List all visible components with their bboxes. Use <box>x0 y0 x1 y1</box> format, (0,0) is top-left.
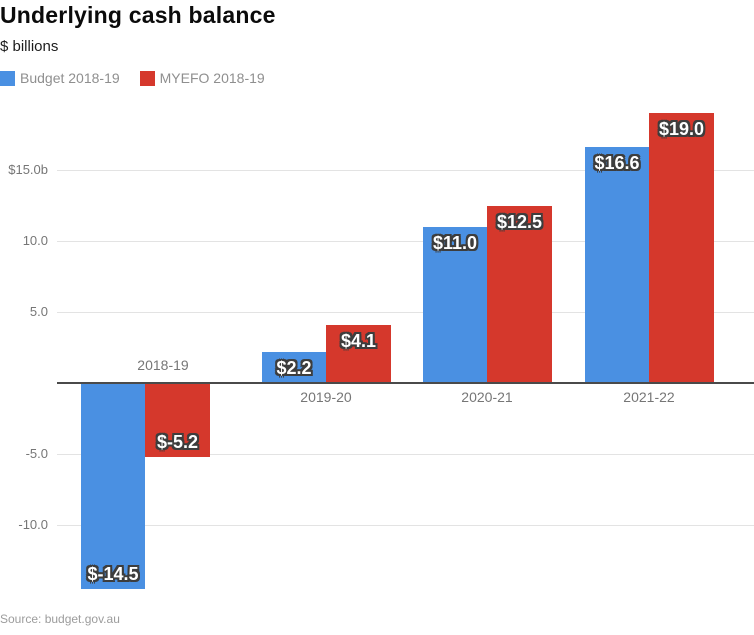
gridline--10 <box>57 525 754 526</box>
bar-myefo-2020-21: $12.5 <box>487 206 552 384</box>
source-note: Source: budget.gov.au <box>0 612 120 626</box>
legend-item-budget: Budget 2018-19 <box>0 70 120 86</box>
bar-myefo-2018-19: $-5.2 <box>145 383 210 457</box>
y-tick-label: 10.0 <box>22 233 48 248</box>
bar-budget-2020-21: $11.0 <box>423 227 487 383</box>
value-label: $12.5 <box>496 212 543 232</box>
x-category-label-2021-22: 2021-22 <box>623 389 675 405</box>
x-category-label-2019-20: 2019-20 <box>300 389 352 405</box>
gridline-15 <box>57 170 754 171</box>
legend-label: Budget 2018-19 <box>20 70 120 86</box>
chart-legend: Budget 2018-19 MYEFO 2018-19 <box>0 70 285 86</box>
value-label: $16.6 <box>594 153 640 173</box>
bar-myefo-2019-20: $4.1 <box>326 325 391 383</box>
value-label: $11.0 <box>432 233 478 253</box>
gridline-5 <box>57 312 754 313</box>
gridline-10 <box>57 241 754 242</box>
value-label: $2.2 <box>276 358 312 378</box>
x-axis-line <box>57 382 754 384</box>
chart-subtitle: $ billions <box>0 38 59 55</box>
bar-budget-2018-19: $-14.5 <box>81 383 145 589</box>
value-label: $4.1 <box>340 331 377 351</box>
x-category-label-2020-21: 2020-21 <box>461 389 513 405</box>
value-label: $19.0 <box>658 119 705 139</box>
chart-title: Underlying cash balance <box>0 2 276 28</box>
gridline--5 <box>57 454 754 455</box>
y-tick-label: -5.0 <box>25 446 48 461</box>
value-label: $-5.2 <box>156 432 199 452</box>
legend-label: MYEFO 2018-19 <box>159 70 265 86</box>
legend-swatch-icon <box>0 70 15 86</box>
x-category-label-2018-19: 2018-19 <box>137 357 189 373</box>
bar-myefo-2021-22: $19.0 <box>649 113 714 383</box>
legend-item-myefo: MYEFO 2018-19 <box>139 70 265 86</box>
value-label: $-14.5 <box>87 564 139 584</box>
bar-budget-2021-22: $16.6 <box>585 147 649 383</box>
y-tick-label: -10.0 <box>18 517 48 532</box>
bar-budget-2019-20: $2.2 <box>262 352 326 383</box>
legend-swatch-icon <box>139 70 155 86</box>
y-tick-label: 5.0 <box>29 304 48 319</box>
y-tick-label: $15.0b <box>8 162 48 177</box>
